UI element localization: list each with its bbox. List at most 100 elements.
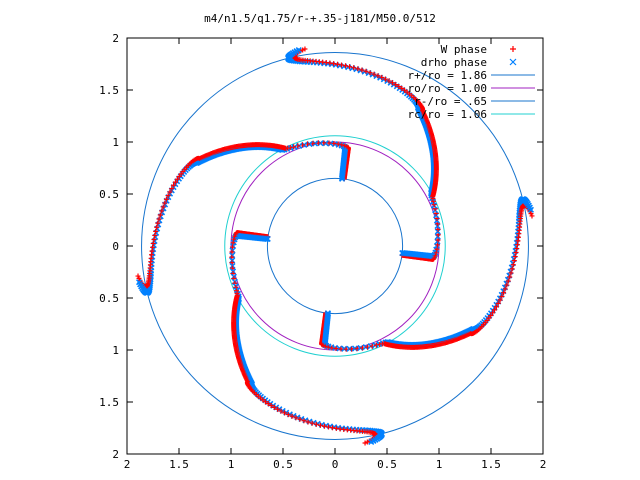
w-phase-point: [497, 297, 503, 303]
x-tick-label: 2: [540, 458, 547, 471]
w-phase-point: [338, 346, 344, 352]
w-phase-point: [435, 232, 441, 238]
legend-cross-marker: [509, 58, 517, 66]
w-phase-point: [402, 87, 408, 93]
w-phase-point: [153, 228, 159, 234]
w-phase-point: [285, 412, 291, 418]
y-tick-label: 1.5: [99, 84, 119, 97]
x-tick-label: 0: [332, 458, 339, 471]
w-phase-point: [363, 68, 369, 74]
w-phase-point: [335, 141, 341, 147]
w-phase-point: [325, 344, 331, 350]
w-phase-point: [151, 236, 157, 242]
w-phase-point: [135, 273, 141, 279]
w-phase-point: [282, 410, 288, 416]
w-phase-point: [502, 286, 508, 292]
w-phase-point: [386, 78, 392, 84]
circle-1: [230, 141, 440, 351]
y-tick-label: 1: [112, 136, 119, 149]
circle-2: [266, 177, 404, 315]
w-phase-point: [297, 416, 303, 422]
w-phase-point: [171, 182, 177, 188]
w-phase-point: [432, 253, 438, 259]
w-phase-point: [165, 193, 171, 199]
legend-plus-marker: [510, 46, 516, 52]
w-phase-point: [159, 208, 165, 214]
w-phase-point: [167, 189, 173, 195]
w-phase-point: [231, 236, 237, 242]
w-phase-point: [329, 425, 335, 431]
w-phase-point: [154, 224, 160, 230]
w-phase-point: [293, 415, 299, 421]
w-phase-point: [343, 63, 349, 69]
w-phase-point: [371, 71, 377, 77]
w-phase-point: [501, 290, 507, 296]
w-phase-point: [396, 83, 402, 89]
w-phase-point: [512, 254, 518, 260]
w-phase-point: [331, 140, 337, 146]
w-phase-point: [169, 186, 175, 192]
phase-data-points: [135, 46, 535, 446]
x-tick-label: 1: [228, 458, 235, 471]
x-tick-label: 0.5: [273, 458, 293, 471]
w-phase-point: [399, 85, 405, 91]
x-tick-label: 1.5: [169, 458, 189, 471]
w-phase-point: [152, 232, 158, 238]
w-phase-point: [367, 70, 373, 76]
w-phase-point: [528, 211, 534, 217]
w-phase-point: [136, 275, 142, 281]
w-phase-point: [309, 420, 315, 426]
w-phase-point: [493, 304, 499, 310]
w-phase-point: [278, 408, 284, 414]
w-phase-point: [305, 419, 311, 425]
y-tick-label: 2: [112, 32, 119, 45]
w-phase-point: [433, 250, 439, 256]
w-phase-point: [364, 439, 370, 445]
w-phase-point: [389, 80, 395, 86]
w-phase-point: [362, 440, 368, 446]
w-phase-point: [434, 246, 440, 252]
circle-0: [141, 52, 529, 440]
w-phase-point: [265, 401, 271, 407]
circle-3: [224, 135, 446, 357]
drho-phase-point: [527, 206, 535, 213]
w-phase-point: [508, 270, 514, 276]
w-phase-point: [176, 173, 182, 179]
legend-label: drho phase: [421, 56, 487, 69]
w-phase-point: [163, 196, 169, 202]
w-phase-point: [325, 424, 331, 430]
w-phase-point: [178, 171, 184, 177]
w-phase-point: [382, 76, 388, 82]
w-phase-point: [322, 343, 328, 349]
w-phase-point: [289, 413, 295, 419]
chart-title: m4/n1.5/q1.75/r-+.35-j181/M50.0/512: [204, 12, 436, 25]
w-phase-point: [529, 213, 535, 219]
w-phase-point: [375, 73, 381, 79]
w-phase-point: [275, 406, 281, 412]
w-phase-point: [172, 179, 178, 185]
w-phase-point: [230, 240, 236, 246]
w-phase-point: [342, 143, 348, 149]
w-phase-point: [317, 422, 323, 428]
x-tick-label: 1: [436, 458, 443, 471]
drho-phase-point: [135, 279, 143, 286]
w-phase-point: [271, 404, 277, 410]
w-phase-point: [302, 46, 308, 52]
axis-ticks: 2 1.5 1 0.5 0 0.5 1 1.5 221.510.500.511.52: [99, 32, 546, 471]
w-phase-point: [268, 403, 274, 409]
legend-label: r-/ro = .65: [414, 95, 487, 108]
w-phase-point: [326, 140, 332, 146]
w-phase-point: [435, 242, 441, 248]
w-phase-point: [157, 212, 163, 218]
legend-label: rc/ro = 1.06: [408, 108, 487, 121]
w-phase-point: [339, 142, 345, 148]
w-phase-point: [359, 67, 365, 73]
w-phase-point: [492, 307, 498, 313]
legend-label: ro/ro = 1.00: [408, 82, 487, 95]
w-phase-point: [260, 397, 266, 403]
w-phase-point: [229, 249, 235, 255]
w-phase-point: [511, 258, 517, 264]
w-phase-point: [335, 61, 341, 67]
